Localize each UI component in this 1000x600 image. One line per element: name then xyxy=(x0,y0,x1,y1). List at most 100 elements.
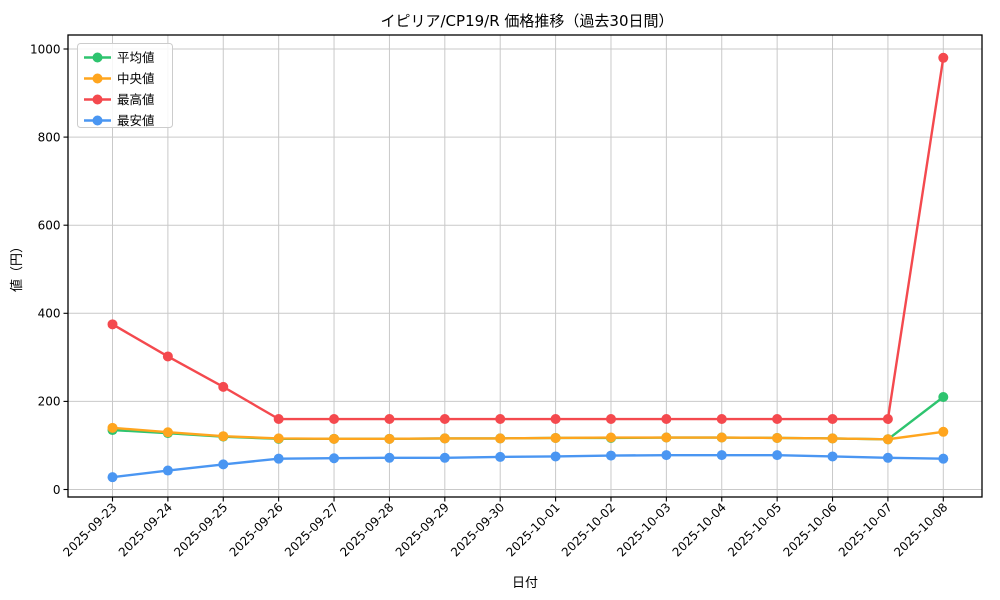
y-tick-label: 0 xyxy=(53,483,61,497)
x-tick-label: 2025-10-08 xyxy=(891,500,950,559)
data-point-max xyxy=(495,414,506,425)
data-point-max xyxy=(827,414,838,425)
x-tick-label: 2025-10-01 xyxy=(503,500,562,559)
data-point-min xyxy=(329,453,340,464)
plot-border xyxy=(67,34,983,498)
legend-label: 中央値 xyxy=(117,71,155,86)
x-tick-label: 2025-10-05 xyxy=(725,500,784,559)
data-point-max xyxy=(107,319,118,330)
data-point-median xyxy=(384,433,395,444)
data-point-max xyxy=(273,414,284,425)
series-line-min xyxy=(112,453,944,479)
data-point-min xyxy=(107,472,118,483)
y-tick-label: 400 xyxy=(38,307,61,321)
legend-marker-icon xyxy=(92,115,103,126)
data-point-min xyxy=(772,450,783,461)
x-tick-label: 2025-09-26 xyxy=(227,500,286,559)
data-point-min xyxy=(716,450,727,461)
data-point-median xyxy=(938,426,949,437)
y-tick-label: 800 xyxy=(38,130,61,144)
y-tick-label: 200 xyxy=(38,395,61,409)
data-point-median xyxy=(218,431,229,442)
data-point-median xyxy=(329,433,340,444)
series-min xyxy=(107,450,949,483)
data-point-max xyxy=(716,414,727,425)
x-tick-label: 2025-09-30 xyxy=(448,500,507,559)
data-point-median xyxy=(716,432,727,443)
legend-item-median: 中央値 xyxy=(84,71,155,86)
data-point-median xyxy=(162,427,173,438)
y-tick-label: 600 xyxy=(38,219,61,233)
x-tick-label: 2025-10-02 xyxy=(559,500,618,559)
axis-ticks xyxy=(63,48,944,502)
series-line-max xyxy=(111,57,945,421)
data-point-max xyxy=(439,414,450,425)
data-point-median xyxy=(605,432,616,443)
x-tick-label: 2025-09-25 xyxy=(171,500,230,559)
data-point-avg xyxy=(938,391,949,402)
x-tick-label: 2025-10-06 xyxy=(780,500,839,559)
data-point-min xyxy=(827,451,838,462)
x-tick-label: 2025-09-24 xyxy=(116,500,175,559)
data-point-max xyxy=(384,414,395,425)
y-axis-label: 値（円） xyxy=(9,240,25,292)
data-point-max xyxy=(772,414,783,425)
legend-item-min: 最安値 xyxy=(84,113,155,128)
data-point-median xyxy=(273,433,284,444)
plot-area: 2025-09-232025-09-242025-09-252025-09-26… xyxy=(30,34,983,559)
data-point-min xyxy=(495,451,506,462)
legend-marker-icon xyxy=(92,52,103,63)
data-point-median xyxy=(107,422,118,433)
data-point-median xyxy=(661,432,672,443)
x-tick-label: 2025-09-27 xyxy=(282,500,341,559)
data-point-median xyxy=(772,432,783,443)
data-point-max xyxy=(218,381,229,392)
y-tick-label: 1000 xyxy=(30,42,61,56)
legend-label: 最安値 xyxy=(117,113,155,128)
data-point-min xyxy=(273,453,284,464)
series-line-median xyxy=(112,426,944,441)
chart-title: イピリア/CP19/R 価格推移（過去30日間） xyxy=(381,12,674,30)
data-point-median xyxy=(882,434,893,445)
x-axis-label: 日付 xyxy=(512,576,538,591)
data-point-max xyxy=(661,414,672,425)
data-point-min xyxy=(550,451,561,462)
legend-box xyxy=(77,43,173,128)
x-tick-label: 2025-09-23 xyxy=(60,500,119,559)
data-point-max xyxy=(162,351,173,362)
data-point-min xyxy=(439,452,450,463)
x-tick-label: 2025-10-03 xyxy=(614,500,673,559)
legend-label: 平均値 xyxy=(117,50,155,65)
x-tick-label: 2025-10-04 xyxy=(670,500,729,559)
y-tick-labels: 0 200 400 600 800 1000 xyxy=(30,42,61,497)
data-point-max xyxy=(550,414,561,425)
data-point-min xyxy=(605,450,616,461)
legend-marker-icon xyxy=(92,94,103,105)
legend-marker-icon xyxy=(92,73,103,84)
legend-item-avg: 平均値 xyxy=(84,50,155,65)
data-point-min xyxy=(218,459,229,470)
data-point-max xyxy=(605,414,616,425)
x-tick-label: 2025-09-29 xyxy=(393,500,452,559)
data-point-min xyxy=(938,453,949,464)
data-point-max xyxy=(938,52,949,63)
legend-label: 最高値 xyxy=(117,92,155,107)
data-point-max xyxy=(329,414,340,425)
data-point-median xyxy=(439,433,450,444)
data-point-min xyxy=(162,465,173,476)
series-max xyxy=(107,52,949,425)
data-point-min xyxy=(882,452,893,463)
x-tick-labels: 2025-09-232025-09-242025-09-252025-09-26… xyxy=(60,500,950,559)
data-point-median xyxy=(550,432,561,443)
data-point-min xyxy=(661,450,672,461)
data-point-max xyxy=(882,414,893,425)
data-point-min xyxy=(384,452,395,463)
gridlines xyxy=(68,35,982,497)
data-point-median xyxy=(495,433,506,444)
x-tick-label: 2025-09-28 xyxy=(337,500,396,559)
data-point-median xyxy=(827,433,838,444)
x-tick-label: 2025-10-07 xyxy=(836,500,895,559)
